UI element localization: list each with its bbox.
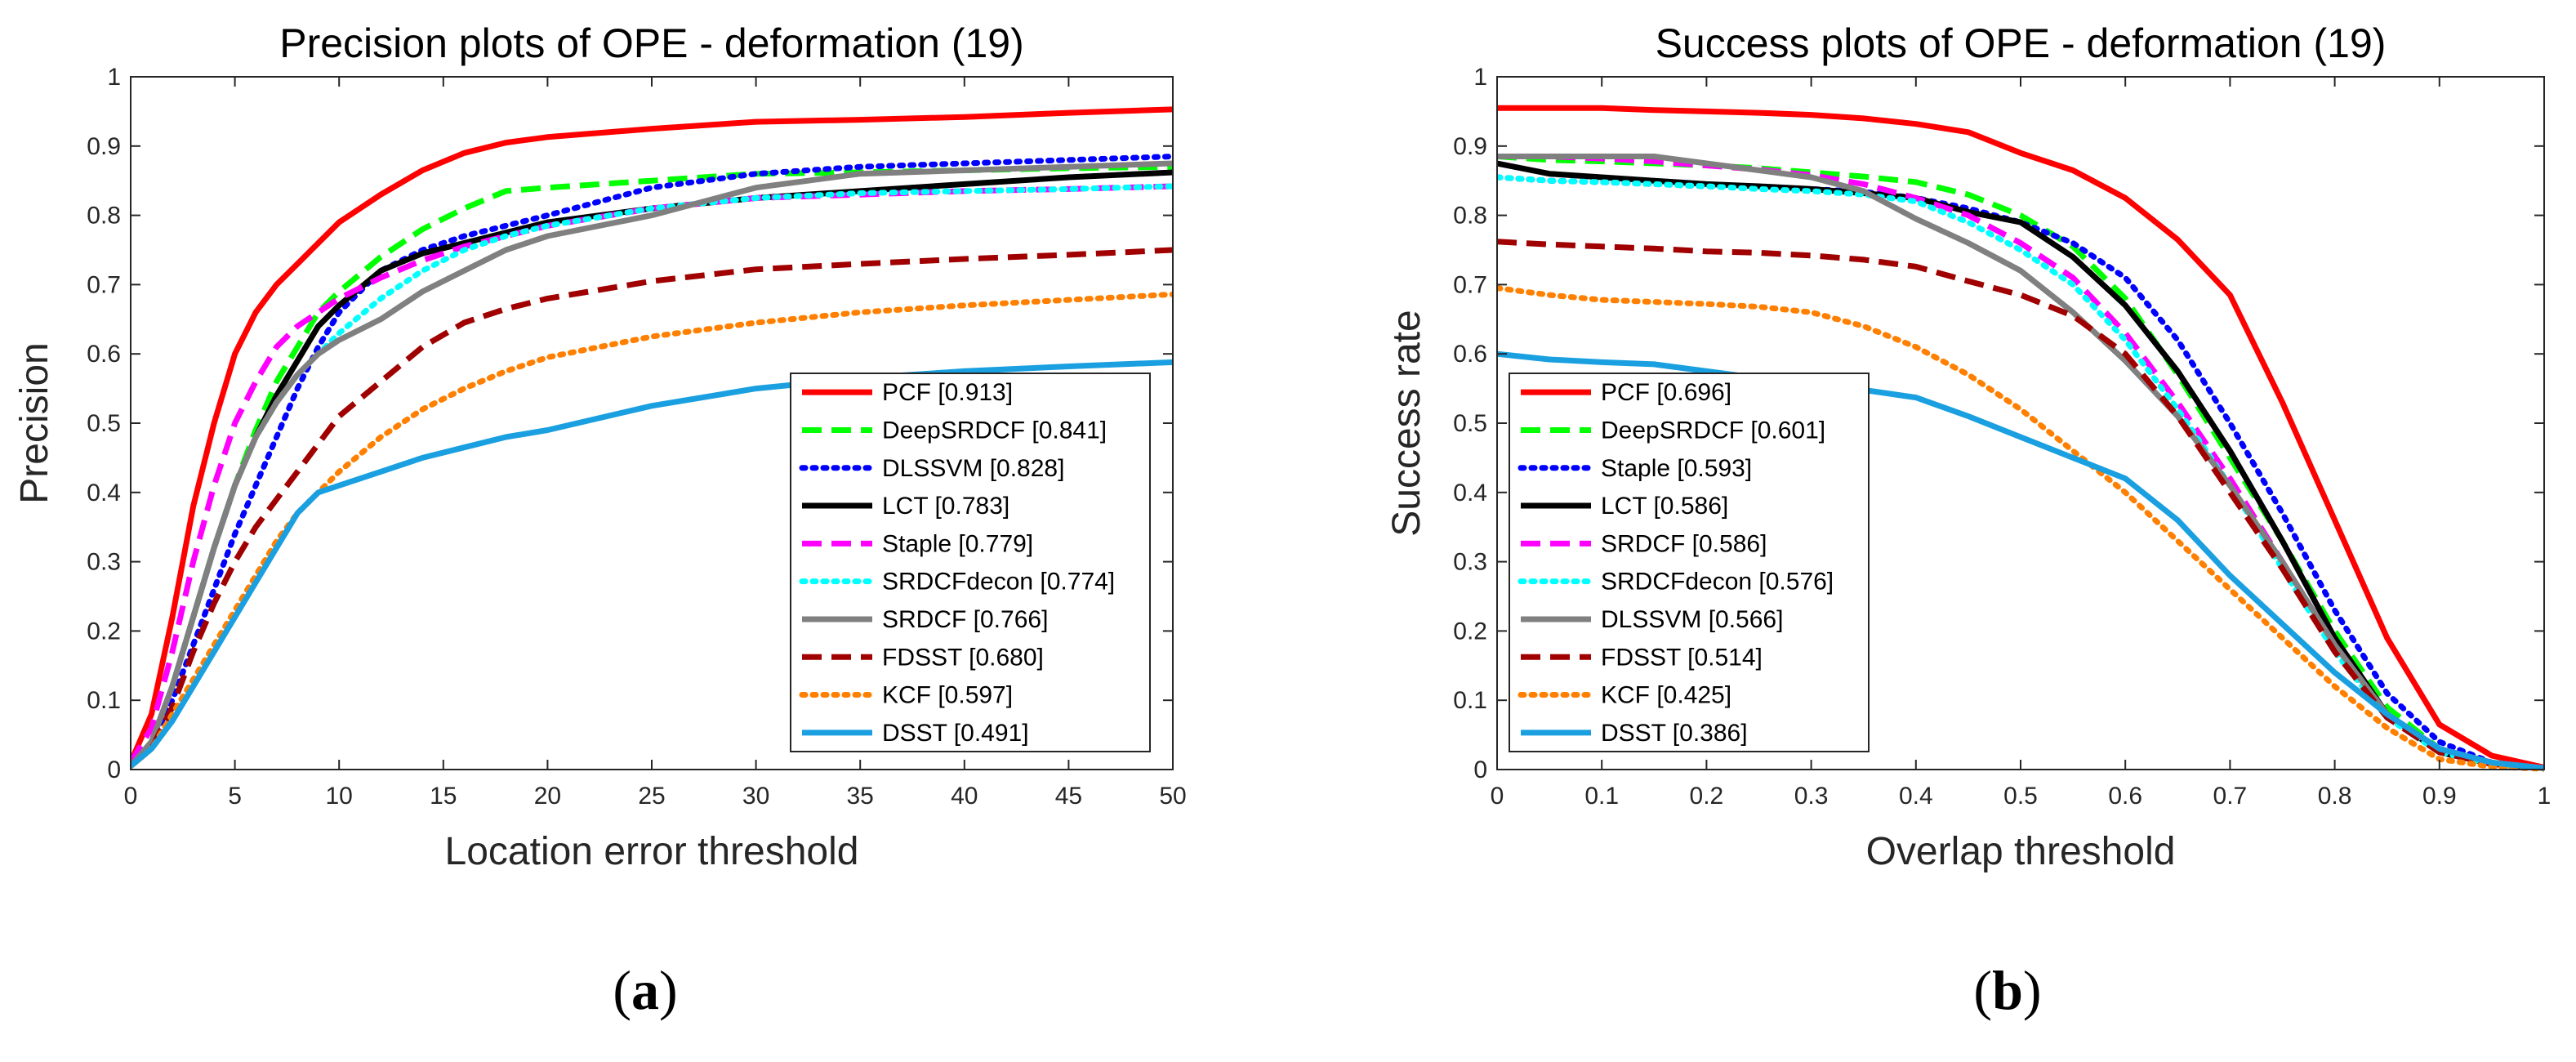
success-series-group: [1497, 105, 2544, 772]
precision-y-tick-label: 0.4: [87, 480, 121, 506]
precision-y-tick-label: 0.3: [87, 549, 121, 576]
precision-y-axis-label: Precision: [13, 342, 56, 503]
precision-y-tick-label: 0.9: [87, 133, 121, 160]
precision-legend-entry-9: DSST [0.491]: [882, 720, 1029, 747]
success-x-tick-label: 1: [2538, 783, 2551, 810]
success-series-line-4: [1497, 154, 2544, 771]
precision-legend-entry-5: SRDCFdecon [0.774]: [882, 569, 1115, 596]
success-legend-entry-2: Staple [0.593]: [1601, 455, 1752, 482]
precision-y-tick-label: 0.5: [87, 410, 121, 437]
success-x-tick-label: 0.3: [1794, 783, 1829, 810]
success-legend-entry-7: FDSST [0.514]: [1601, 644, 1763, 671]
success-chart-title: Success plots of OPE - deformation (19): [1656, 20, 2387, 66]
precision-y-tick-label: 0.6: [87, 341, 121, 368]
precision-x-tick-label: 45: [1055, 783, 1082, 810]
precision-chart-title: Precision plots of OPE - deformation (19…: [279, 20, 1024, 66]
success-x-tick-label: 0.8: [2318, 783, 2352, 810]
success-x-tick-label: 0.1: [1584, 783, 1619, 810]
success-y-tick-label: 0.1: [1453, 687, 1487, 714]
precision-x-tick-label: 25: [638, 783, 665, 810]
success-x-tick-label: 0.5: [2003, 783, 2038, 810]
precision-series-line-0: [131, 106, 1173, 764]
precision-legend-entry-2: DLSSVM [0.828]: [882, 455, 1064, 482]
success-y-tick-label: 0.3: [1453, 549, 1487, 576]
success-y-tick-label: 0.9: [1453, 133, 1487, 160]
precision-legend-entry-1: DeepSRDCF [0.841]: [882, 417, 1107, 444]
success-legend-entry-8: KCF [0.425]: [1601, 682, 1731, 709]
success-series-line-9: [1497, 350, 2544, 771]
precision-series-line-7: [131, 247, 1173, 769]
precision-y-tick-label: 0.2: [87, 618, 121, 645]
success-x-tick-label: 0.2: [1690, 783, 1724, 810]
success-series-line-8: [1497, 285, 2544, 772]
success-legend-entry-3: LCT [0.586]: [1601, 493, 1728, 520]
success-y-axis-label: Success rate: [1385, 310, 1428, 536]
success-panel-caption: (b): [1973, 959, 2041, 1021]
success-x-tick-label: 0.7: [2213, 783, 2248, 810]
success-x-axis-label: Overlap threshold: [1866, 830, 2176, 873]
success-legend-entry-4: SRDCF [0.586]: [1601, 530, 1767, 557]
success-legend-entry-6: DLSSVM [0.566]: [1601, 606, 1783, 633]
precision-x-tick-label: 15: [430, 783, 457, 810]
success-series-line-1: [1497, 154, 2544, 771]
precision-x-tick-label: 20: [534, 783, 561, 810]
success-x-tick-label: 0.9: [2422, 783, 2457, 810]
success-y-tick-label: 0.5: [1453, 410, 1487, 437]
precision-x-tick-label: 35: [847, 783, 874, 810]
success-legend-entry-9: DSST [0.386]: [1601, 720, 1748, 747]
success-x-tick-label: 0: [1491, 783, 1504, 810]
precision-plot-panel: 0 5 10 15 20 25 30 35 40 45 50 0 0.1 0.2 0.3 0.4 0.5 0.6 0…: [13, 20, 1187, 1021]
success-y-tick-label: 1: [1473, 64, 1487, 91]
precision-x-axis-label: Location error threshold: [445, 830, 859, 873]
precision-y-tick-label: 0.7: [87, 271, 121, 298]
success-y-tick-label: 0.7: [1453, 271, 1487, 298]
precision-series-line-8: [131, 291, 1173, 770]
precision-y-tick-label: 0: [107, 756, 121, 783]
success-y-tick-label: 0.2: [1453, 618, 1487, 645]
precision-legend-entry-4: Staple [0.779]: [882, 530, 1033, 557]
success-legend-box: [1509, 373, 1870, 752]
precision-x-tick-label: 30: [742, 783, 769, 810]
success-legend-entry-1: DeepSRDCF [0.601]: [1601, 417, 1825, 444]
precision-legend-entry-6: SRDCF [0.766]: [882, 606, 1048, 633]
success-x-tick-label: 0.6: [2108, 783, 2142, 810]
precision-y-tick-label: 1: [107, 64, 121, 91]
success-x-tick-label: 0.4: [1899, 783, 1933, 810]
success-y-tick-label: 0.4: [1453, 480, 1487, 506]
success-plot-panel: 0 0.1 0.2 0.3 0.4 0.5 0.6 0.7 0.8 0.9 1 0 0.1 0.2 0.3 0…: [1385, 20, 2551, 1021]
success-legend-entry-0: PCF [0.696]: [1601, 379, 1731, 406]
precision-panel-caption: (a): [613, 959, 677, 1021]
success-y-tick-label: 0.8: [1453, 203, 1487, 230]
precision-legend-entry-3: LCT [0.783]: [882, 493, 1009, 520]
success-y-tick-label: 0: [1473, 756, 1487, 783]
precision-x-tick-label: 0: [124, 783, 138, 810]
precision-legend-entry-7: FDSST [0.680]: [882, 644, 1044, 671]
precision-y-tick-label: 0.8: [87, 203, 121, 230]
precision-x-tick-label: 50: [1159, 783, 1186, 810]
precision-series-line-6: [131, 160, 1173, 769]
success-series-line-0: [1497, 105, 2544, 770]
success-y-tick-label: 0.6: [1453, 341, 1487, 368]
precision-legend-entry-0: PCF [0.913]: [882, 379, 1013, 406]
precision-legend: PCF [0.913] DeepSRDCF [0.841] DLSSVM [0.82…: [790, 373, 1151, 752]
success-series-line-7: [1497, 239, 2544, 771]
success-legend-entry-5: SRDCFdecon [0.576]: [1601, 569, 1834, 596]
precision-x-tick-label: 10: [326, 783, 353, 810]
precision-x-tick-label: 40: [951, 783, 978, 810]
precision-legend-entry-8: KCF [0.597]: [882, 682, 1013, 709]
success-legend: PCF [0.696] DeepSRDCF [0.601] Staple [0.59…: [1509, 373, 1870, 752]
precision-legend-box: [790, 373, 1151, 752]
precision-y-tick-label: 0.1: [87, 687, 121, 714]
precision-x-tick-label: 5: [228, 783, 242, 810]
